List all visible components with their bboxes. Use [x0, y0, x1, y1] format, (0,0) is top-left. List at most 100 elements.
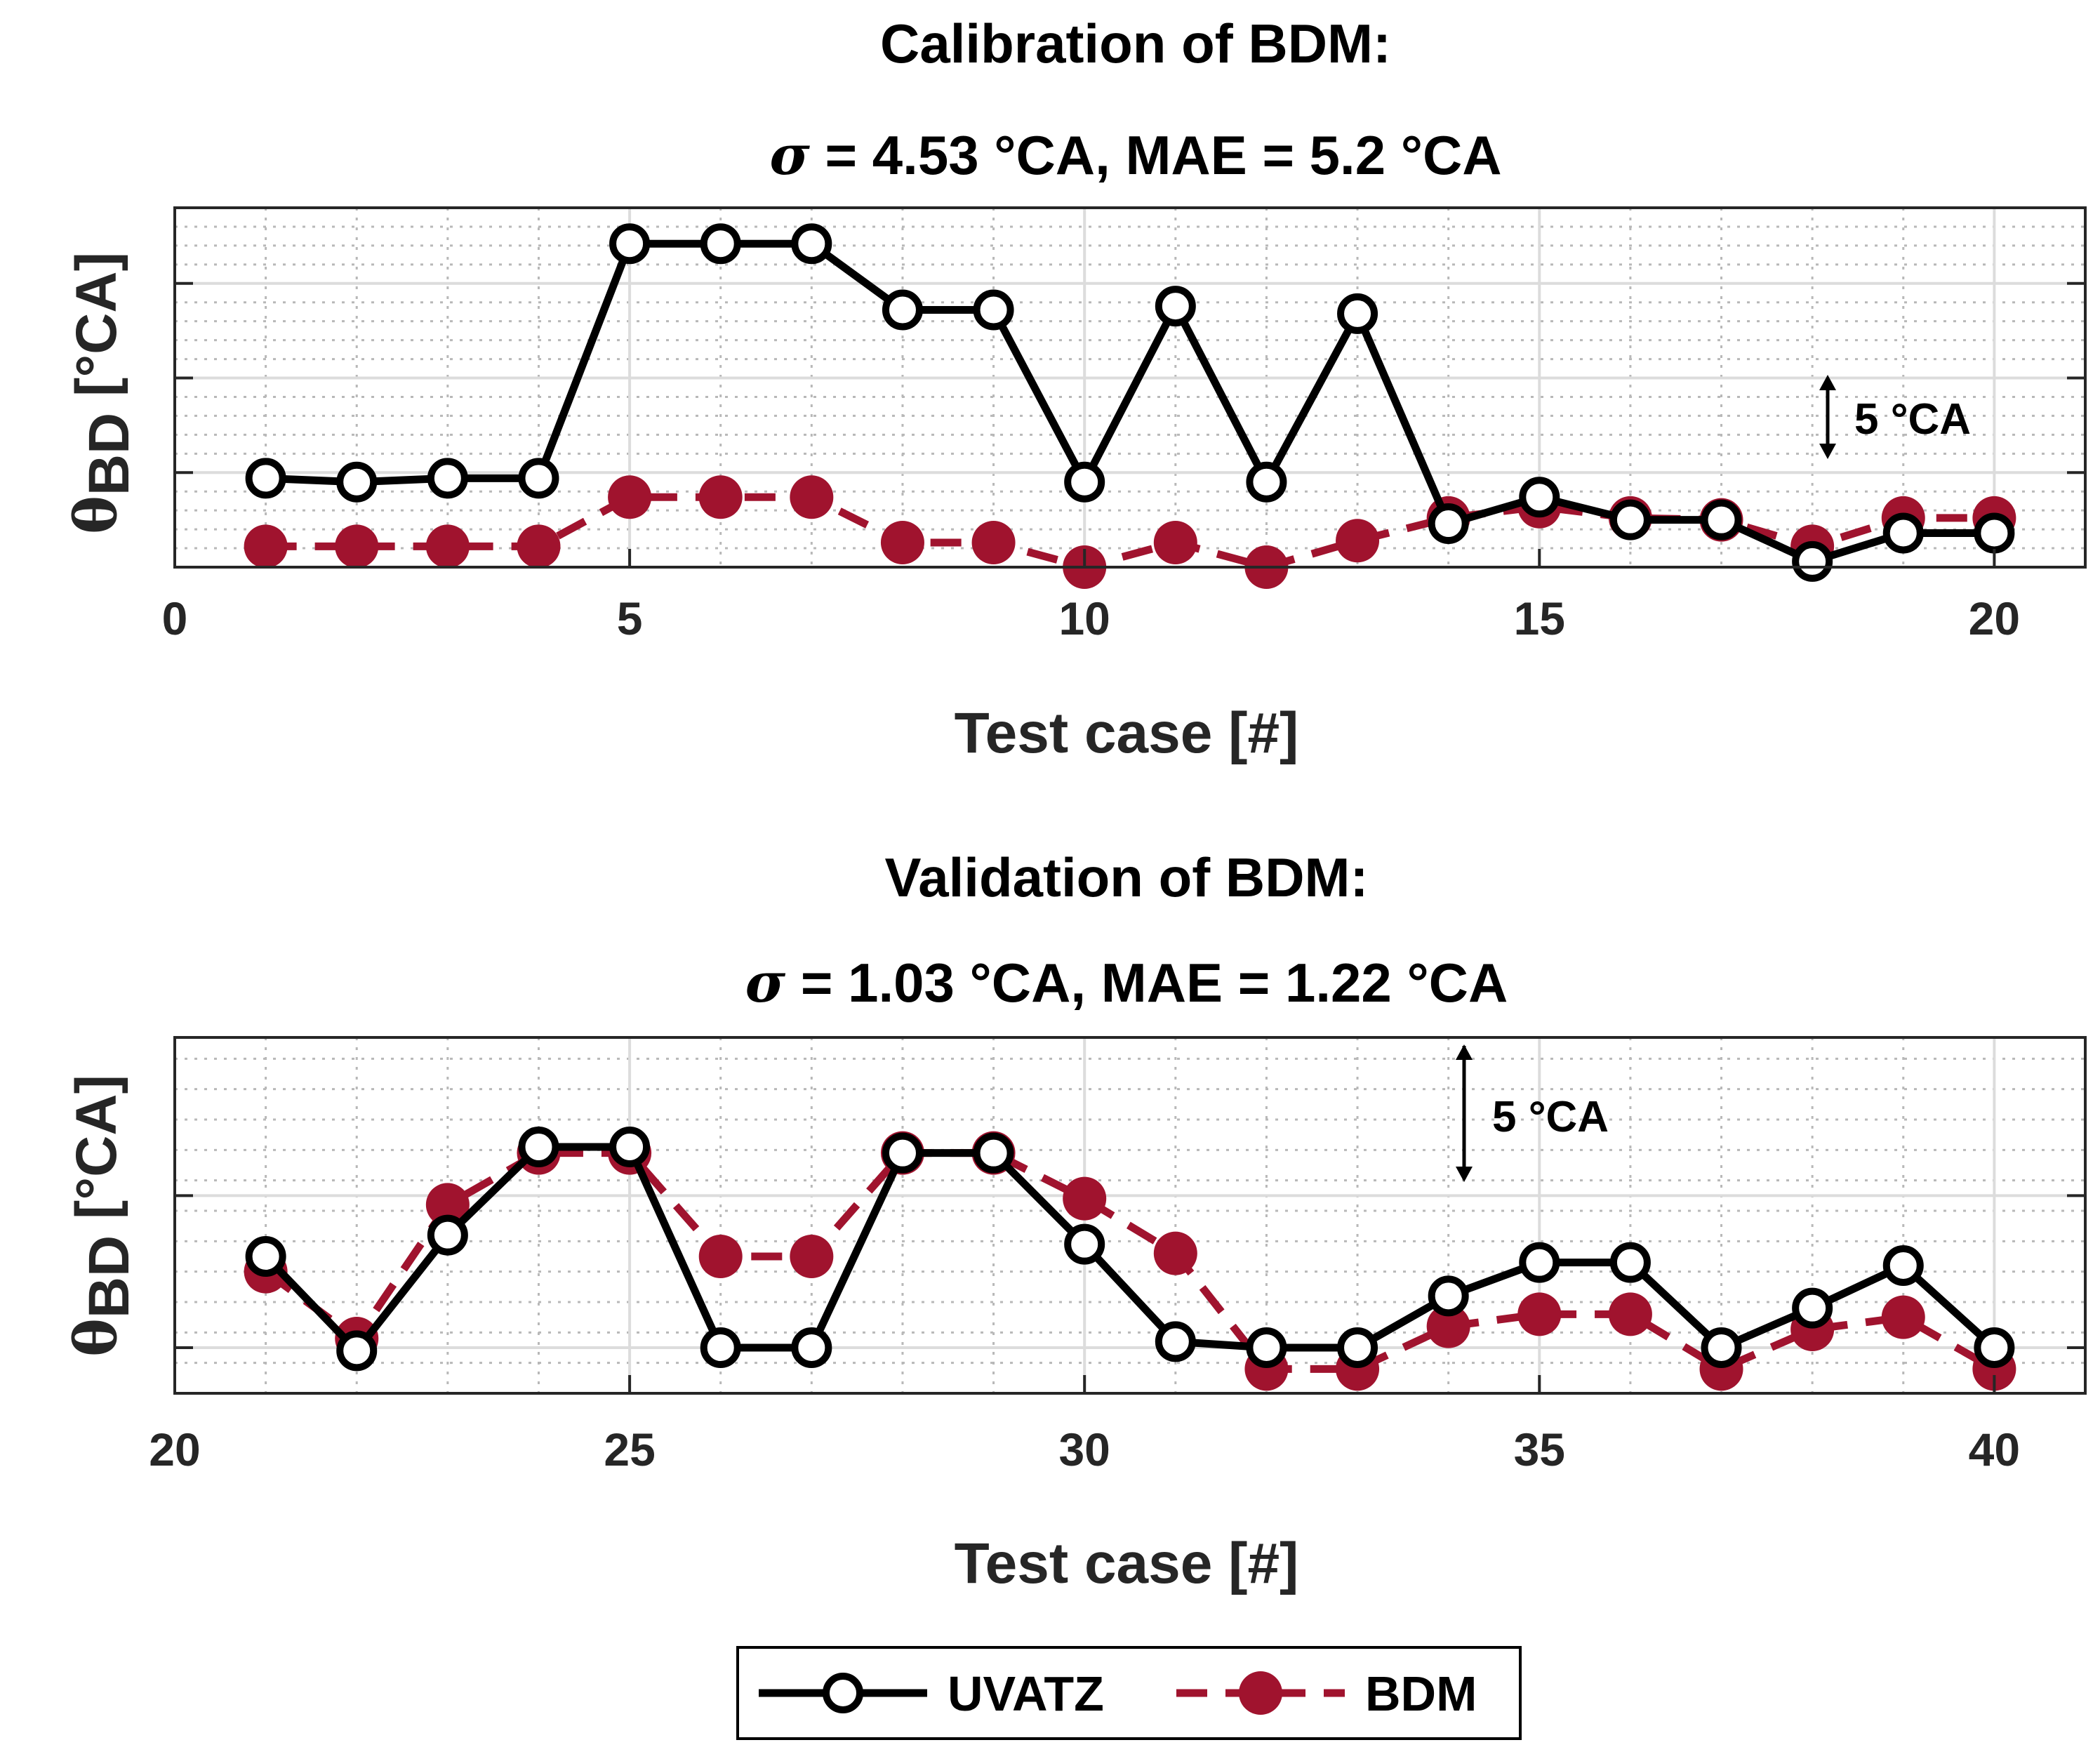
panel2-uvatz-point: [1792, 1287, 1833, 1329]
legend-bdm-swatch: [1176, 1671, 1345, 1715]
validation-panel: Validation of BDM: σ = 1.03 °CA, MAE = 1…: [62, 847, 2087, 1595]
panel1-uvatz-point: [1155, 286, 1196, 327]
panel1-scale-label: 5 °CA: [1854, 395, 1971, 444]
panel1-uvatz-point: [1064, 461, 1105, 503]
panel2-uvatz-point: [1701, 1327, 1742, 1368]
panel1-bdm-point: [790, 475, 834, 519]
panel2-title-line1: Validation of BDM:: [885, 847, 1369, 908]
legend-uvatz-swatch: [759, 1673, 927, 1713]
panel1-bdm-point: [608, 475, 652, 519]
panel2-uvatz-point: [609, 1127, 651, 1167]
panel1-x-tick-label: 20: [1969, 592, 2020, 644]
panel2-uvatz-point: [427, 1214, 468, 1256]
panel1-uvatz-point: [245, 458, 286, 499]
panel1-x-tick-label: 5: [617, 592, 643, 644]
panel2-plot-area: 20 25 30 35 40: [149, 1036, 2087, 1475]
calibration-panel: Calibration of BDM: σ = 4.53 °CA, MAE = …: [62, 13, 2087, 765]
panel1-bdm-point: [1336, 519, 1380, 563]
panel2-uvatz-point: [1882, 1245, 1924, 1286]
legend-bdm-label: BDM: [1365, 1666, 1477, 1721]
panel1-uvatz-point: [1519, 477, 1560, 518]
panel2-uvatz-point: [1428, 1275, 1469, 1317]
panel2-x-tick-label: 35: [1514, 1423, 1565, 1475]
panel1-x-tick-label: 15: [1514, 592, 1565, 644]
panel1-bdm-point: [971, 520, 1016, 564]
panel1-x-ticks: 0 5 10 15 20: [162, 549, 2020, 644]
panel2-uvatz-point: [791, 1327, 832, 1368]
panel2-x-axis-label: Test case [#]: [955, 1532, 1299, 1595]
panel2-bdm-point: [698, 1235, 743, 1278]
panel1-uvatz-point: [973, 289, 1014, 331]
panel2-title-stats: = 1.03 °CA, MAE = 1.22 °CA: [785, 952, 1508, 1014]
panel1-uvatz-point: [427, 458, 468, 499]
panel2-uvatz-point: [245, 1236, 286, 1277]
panel1-uvatz-point: [700, 223, 741, 265]
panel1-x-tick-label: 10: [1058, 592, 1110, 644]
panel2-bdm-point: [425, 1183, 470, 1227]
panel2-uvatz-point: [700, 1327, 741, 1368]
panel2-bdm-point: [790, 1235, 834, 1278]
panel2-bdm-point: [1881, 1295, 1925, 1339]
panel2-x-tick-label: 25: [604, 1423, 655, 1475]
panel1-uvatz-point: [1337, 293, 1378, 334]
panel1-bdm-point: [517, 524, 561, 569]
panel1-title-stats: = 4.53 °CA, MAE = 5.2 °CA: [810, 124, 1502, 186]
panel2-x-tick-label: 20: [149, 1423, 200, 1475]
panel1-uvatz-point: [1246, 461, 1287, 503]
panel2-bdm-point: [1063, 1176, 1107, 1221]
panel1-uvatz-point: [882, 289, 923, 331]
panel2-series: [244, 1127, 2016, 1391]
panel2-scale-bar: 5 °CA: [1456, 1044, 1609, 1182]
panel2-uvatz-point: [518, 1127, 559, 1167]
panel1-uvatz-point: [1882, 512, 1924, 554]
panel1-bdm-point: [698, 475, 743, 519]
panel1-uvatz-point: [1792, 540, 1833, 582]
panel2-x-tick-label: 40: [1969, 1423, 2020, 1475]
panel1-uvatz-point: [518, 458, 559, 499]
panel2-bdm-point: [1426, 1304, 1470, 1348]
panel1-x-tick-label: 0: [162, 592, 188, 644]
panel1-uvatz-point: [336, 461, 378, 503]
panel2-bdm-point: [1517, 1292, 1562, 1336]
panel2-uvatz-point: [973, 1132, 1014, 1174]
panel1-plot-area: 0 5 10 15 20: [162, 206, 2087, 644]
panel1-uvatz-point: [1428, 503, 1469, 545]
panel2-uvatz-point: [336, 1330, 378, 1372]
panel1-uvatz-point: [1701, 499, 1742, 540]
legend: UVATZ BDM: [736, 1646, 1522, 1740]
panel1-title-line1: Calibration of BDM:: [880, 13, 1391, 74]
panel1-uvatz-point: [609, 223, 651, 265]
legend-uvatz-label: UVATZ: [948, 1666, 1104, 1721]
panel2-title-sigma: σ: [745, 951, 786, 1015]
panel1-title-line2: σ = 4.53 °CA, MAE = 5.2 °CA: [769, 124, 1501, 187]
panel2-uvatz-point: [882, 1132, 923, 1174]
panel2-bdm-point: [1608, 1292, 1652, 1336]
panel1-uvatz-point: [1974, 512, 2015, 554]
panel2-x-tick-label: 30: [1058, 1423, 1110, 1475]
panel2-x-ticks: 20 25 30 35 40: [149, 1375, 2020, 1475]
panel2-title-line2: σ = 1.03 °CA, MAE = 1.22 °CA: [745, 951, 1508, 1015]
panel2-uvatz-point: [1519, 1242, 1560, 1283]
panel2-uvatz-point: [1246, 1327, 1287, 1368]
panel1-uvatz-point: [1609, 499, 1651, 540]
panel2-uvatz-point: [1337, 1327, 1378, 1368]
panel1-x-axis-label: Test case [#]: [955, 701, 1299, 765]
panel1-title-sigma: σ: [769, 124, 810, 187]
panel2-uvatz-point: [1064, 1223, 1105, 1265]
panel1-series: [244, 223, 2016, 589]
panel1-uvatz-point: [791, 223, 832, 265]
panel2-y-ticks: [175, 1194, 2085, 1349]
panel1-bdm-point: [880, 520, 924, 564]
panel2-bdm-point: [1153, 1231, 1197, 1275]
panel2-y-axis-label: θBD [°CA]: [62, 1075, 141, 1357]
panel1-bdm-point: [425, 524, 470, 569]
panel2-uvatz-point: [1974, 1327, 2015, 1368]
panel1-y-axis-label: θBD [°CA]: [62, 252, 141, 534]
panel2-scale-label: 5 °CA: [1492, 1093, 1609, 1141]
panel1-bdm-point: [244, 524, 288, 569]
panel1-bdm-point: [335, 524, 379, 569]
panel1-scale-bar: 5 °CA: [1819, 375, 1971, 459]
panel2-uvatz-point: [1155, 1321, 1196, 1362]
panel2-uvatz-point: [1609, 1242, 1651, 1283]
